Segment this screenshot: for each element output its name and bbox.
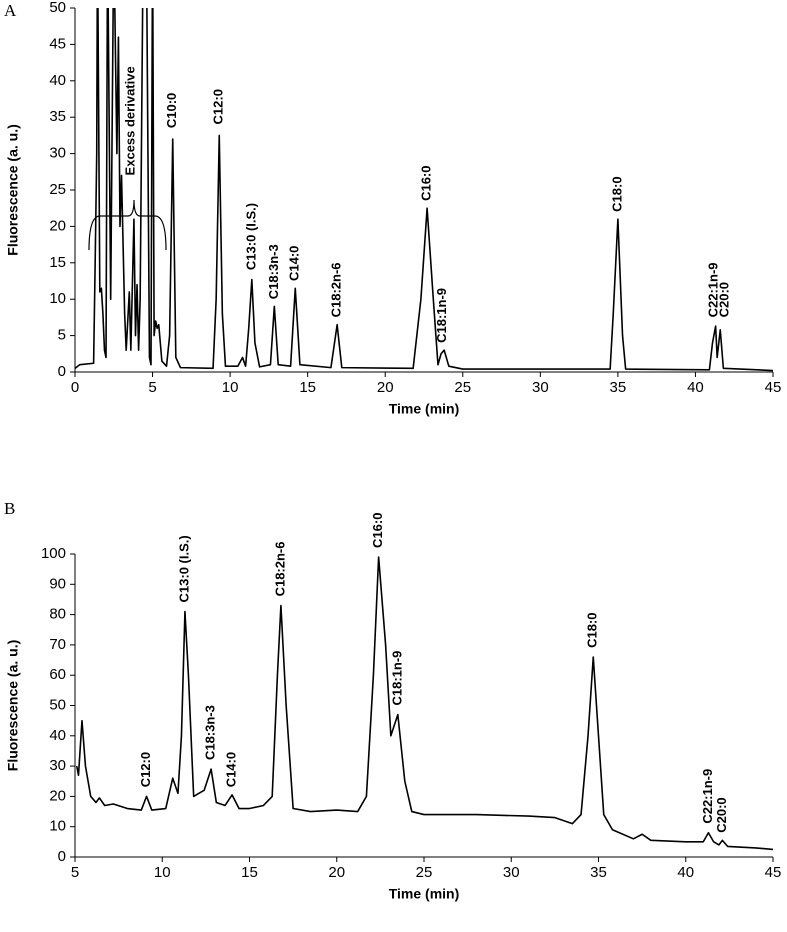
x-tick-label: 15 bbox=[241, 864, 258, 881]
y-tick-label: 70 bbox=[49, 636, 66, 653]
peak-label: C13:0 (I.S.) bbox=[243, 203, 258, 270]
y-tick-label: 45 bbox=[49, 35, 66, 52]
x-tick-label: 20 bbox=[377, 379, 394, 396]
x-axis-title: Time (min) bbox=[389, 886, 460, 902]
peak-label: C18:0 bbox=[585, 613, 600, 648]
peak-label: Excess derivative bbox=[122, 66, 137, 175]
x-tick-label: 40 bbox=[687, 379, 704, 396]
x-tick-label: 5 bbox=[71, 864, 79, 881]
y-axis-title: Fluorescence (a. u.) bbox=[5, 124, 21, 255]
x-tick-label: 10 bbox=[222, 379, 239, 396]
y-tick-label: 25 bbox=[49, 181, 66, 198]
x-tick-label: 35 bbox=[590, 864, 607, 881]
y-axis-title: Fluorescence (a. u.) bbox=[5, 640, 21, 771]
peak-label: C13:0 (I.S.) bbox=[176, 535, 191, 602]
peak-label: C14:0 bbox=[223, 752, 238, 787]
y-tick-label: 40 bbox=[49, 72, 66, 89]
y-tick-label: 80 bbox=[49, 606, 66, 623]
peak-label: C18:1n-9 bbox=[434, 288, 449, 343]
x-axis-title: Time (min) bbox=[389, 401, 460, 417]
y-tick-label: 30 bbox=[49, 145, 66, 162]
x-tick-label: 15 bbox=[299, 379, 316, 396]
peak-label: C12:0 bbox=[138, 752, 153, 787]
x-tick-label: 25 bbox=[454, 379, 471, 396]
peak-label: C22:1n-9 bbox=[700, 769, 715, 824]
peak-label: C18:3n-3 bbox=[203, 705, 218, 760]
chromatogram-line bbox=[75, 556, 773, 851]
y-tick-label: 0 bbox=[58, 848, 66, 865]
x-tick-label: 40 bbox=[677, 864, 694, 881]
peak-label: C18:2n-6 bbox=[272, 541, 287, 596]
peak-label: C22:1n-9 bbox=[705, 262, 720, 317]
peak-label: C12:0 bbox=[211, 89, 226, 124]
y-tick-label: 10 bbox=[49, 818, 66, 835]
x-tick-label: 30 bbox=[532, 379, 549, 396]
y-tick-label: 60 bbox=[49, 666, 66, 683]
x-tick-label: 5 bbox=[148, 379, 156, 396]
y-tick-label: 90 bbox=[49, 575, 66, 592]
x-tick-label: 20 bbox=[328, 864, 345, 881]
peak-label: C18:0 bbox=[609, 176, 624, 211]
x-tick-label: 35 bbox=[610, 379, 627, 396]
peak-label: C20:0 bbox=[716, 282, 731, 317]
y-tick-label: 15 bbox=[49, 254, 66, 271]
x-tick-label: 45 bbox=[765, 379, 782, 396]
y-tick-label: 50 bbox=[49, 0, 66, 16]
x-tick-label: 25 bbox=[416, 864, 433, 881]
y-tick-label: 20 bbox=[49, 787, 66, 804]
peak-label: C14:0 bbox=[287, 246, 302, 281]
peak-label: C18:2n-6 bbox=[329, 262, 344, 317]
y-tick-label: 10 bbox=[49, 290, 66, 307]
x-tick-label: 10 bbox=[154, 864, 171, 881]
y-tick-label: 0 bbox=[58, 363, 66, 380]
peak-label: C10:0 bbox=[164, 93, 179, 128]
peak-label: C16:0 bbox=[419, 165, 434, 200]
x-tick-label: 30 bbox=[503, 864, 520, 881]
peak-label: C18:1n-9 bbox=[389, 651, 404, 706]
y-tick-label: 20 bbox=[49, 217, 66, 234]
y-tick-label: 40 bbox=[49, 727, 66, 744]
panel-label: B bbox=[4, 499, 15, 518]
y-tick-label: 50 bbox=[49, 696, 66, 713]
panel-label: A bbox=[4, 1, 17, 20]
chromatogram-line bbox=[75, 8, 773, 372]
y-tick-label: 35 bbox=[49, 108, 66, 125]
peak-label: C20:0 bbox=[714, 797, 729, 832]
x-tick-label: 45 bbox=[765, 864, 782, 881]
y-tick-label: 5 bbox=[58, 327, 66, 344]
peak-label: C16:0 bbox=[370, 513, 385, 548]
y-tick-label: 30 bbox=[49, 757, 66, 774]
y-tick-label: 100 bbox=[41, 545, 66, 562]
x-tick-label: 0 bbox=[71, 379, 79, 396]
peak-label: C18:3n-3 bbox=[266, 244, 281, 299]
